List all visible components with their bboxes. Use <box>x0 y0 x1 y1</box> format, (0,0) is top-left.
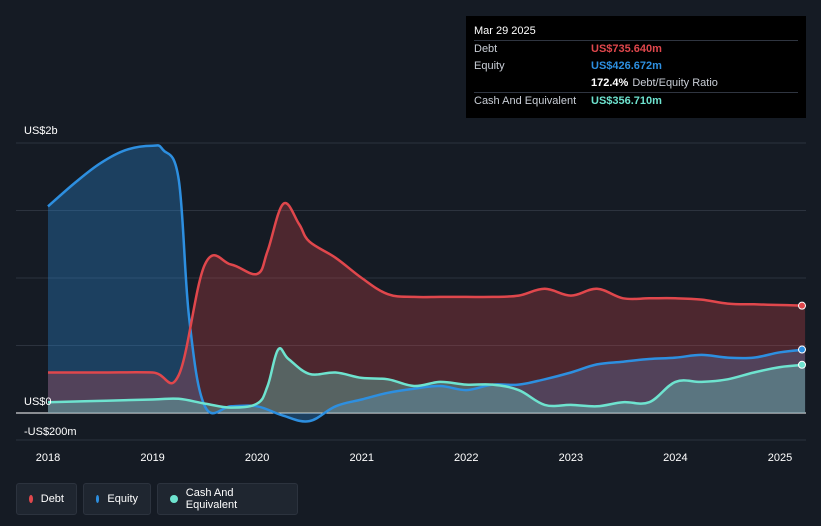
tooltip-debt-label: Debt <box>474 43 498 55</box>
x-tick-label: 2018 <box>36 452 60 464</box>
y-axis-label-top: US$2b <box>24 125 58 137</box>
equity-line <box>47 144 806 423</box>
equity-legend-dot-icon <box>96 495 100 503</box>
data-tooltip: Mar 29 2025 Debt US$735.640m Equity US$4… <box>466 16 806 118</box>
tooltip-cash-value: US$356.710m <box>591 95 662 107</box>
debt-legend-dot-icon <box>29 495 33 503</box>
legend-item-equity[interactable]: Equity <box>83 483 151 515</box>
legend-debt-label: Debt <box>40 493 64 505</box>
cash-legend-dot-icon <box>170 495 178 503</box>
cash-end-marker <box>798 360 806 369</box>
tooltip-equity-label: Equity <box>474 60 505 72</box>
debt-end-marker <box>798 301 806 310</box>
tooltip-equity-row: Equity US$426.672m <box>474 58 798 75</box>
cash-line <box>47 347 806 409</box>
tooltip-ratio-value: 172.4% <box>591 77 629 89</box>
x-tick-label: 2019 <box>140 452 164 464</box>
series-lines <box>47 144 806 423</box>
legend-cash-label: Cash And Equivalent <box>185 487 238 511</box>
tooltip-cash-label: Cash And Equivalent <box>474 95 577 107</box>
y-axis-label-zero: US$0 <box>24 396 52 408</box>
debt-area <box>48 202 806 413</box>
equity-end-marker <box>798 345 806 354</box>
cash-area <box>48 348 806 413</box>
x-tick-label: 2024 <box>663 452 687 464</box>
x-tick-label: 2022 <box>454 452 478 464</box>
tooltip-date: Mar 29 2025 <box>474 25 536 37</box>
tooltip-equity-value: US$426.672m <box>591 60 662 72</box>
legend-item-debt[interactable]: Debt <box>16 483 77 515</box>
debt-line <box>48 201 806 385</box>
tooltip-debt-row: Debt US$735.640m <box>474 40 798 58</box>
equity-area <box>48 145 806 422</box>
tooltip-debt-value: US$735.640m <box>591 43 662 55</box>
tooltip-ratio-row: 172.4% Debt/Equity Ratio <box>474 75 798 92</box>
x-tick-label: 2020 <box>245 452 269 464</box>
legend-item-cash[interactable]: Cash And Equivalent <box>157 483 298 515</box>
tooltip-ratio-label: Debt/Equity Ratio <box>632 77 718 89</box>
x-tick-label: 2023 <box>559 452 583 464</box>
series-areas <box>48 145 806 422</box>
x-tick-label: 2021 <box>349 452 373 464</box>
series-end-markers <box>798 301 806 369</box>
x-tick-label: 2025 <box>768 452 792 464</box>
tooltip-cash-row: Cash And Equivalent US$356.710m <box>474 92 798 110</box>
gridlines <box>16 142 806 441</box>
legend-equity-label: Equity <box>107 493 138 505</box>
y-axis-label-bottom: -US$200m <box>24 426 77 438</box>
tooltip-ratio-spacer <box>474 75 591 92</box>
x-axis-ticks: 2018 2019 2020 2021 2022 2023 2024 2025 <box>36 452 792 464</box>
